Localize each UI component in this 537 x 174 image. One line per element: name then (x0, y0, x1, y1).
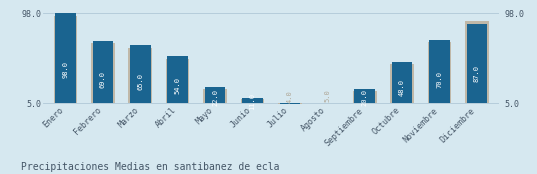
Bar (205, 87, 226, 103)
Bar (242, 98, 263, 103)
Text: Precipitaciones Medias en santibanez de ecla: Precipitaciones Medias en santibanez de … (21, 162, 280, 172)
Bar (467, 24, 487, 103)
Bar (280, 103, 300, 104)
Bar (55, 13, 76, 103)
Text: 48.0: 48.0 (399, 79, 405, 96)
Text: 11.0: 11.0 (250, 93, 256, 110)
Bar (166, 59, 190, 103)
Text: 69.0: 69.0 (100, 71, 106, 88)
Text: 4.0: 4.0 (287, 90, 293, 103)
Bar (204, 89, 227, 103)
Bar (465, 21, 489, 103)
Text: 98.0: 98.0 (62, 61, 68, 78)
Text: 22.0: 22.0 (212, 89, 218, 106)
Bar (354, 89, 375, 103)
Bar (353, 91, 376, 103)
Text: 70.0: 70.0 (437, 71, 442, 88)
Bar (390, 64, 414, 103)
Text: 5.0: 5.0 (324, 89, 330, 102)
Bar (54, 16, 77, 103)
Bar (429, 41, 450, 103)
Bar (92, 41, 113, 103)
Text: 54.0: 54.0 (175, 77, 180, 94)
Text: 20.0: 20.0 (362, 89, 368, 106)
Bar (428, 42, 451, 103)
Bar (278, 103, 302, 104)
Bar (130, 45, 150, 103)
Bar (392, 62, 412, 103)
Bar (241, 99, 264, 103)
Bar (168, 56, 188, 103)
Bar (91, 43, 114, 103)
Bar (128, 48, 152, 103)
Text: 65.0: 65.0 (137, 73, 143, 90)
Text: 87.0: 87.0 (474, 65, 480, 82)
